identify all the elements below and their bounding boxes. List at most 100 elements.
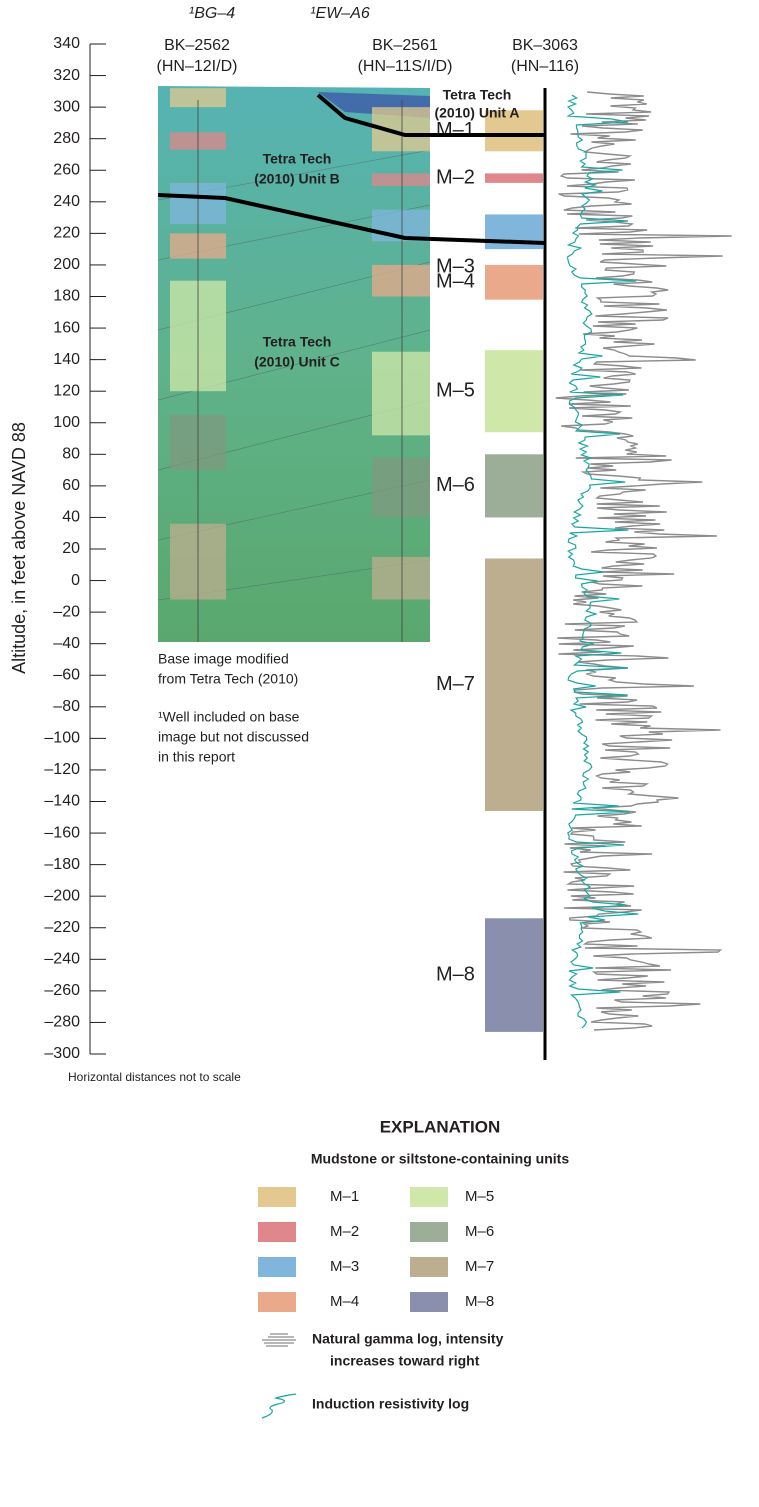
annotation: Base image modified (158, 651, 289, 667)
unit-box (485, 454, 543, 518)
annotation: from Tetra Tech (2010) (158, 671, 298, 687)
y-tick-label: 180 (53, 288, 80, 305)
well-id: (HN–11S/I/D) (358, 58, 453, 75)
unit-label: M–7 (436, 673, 475, 695)
unit-label: M–8 (436, 963, 475, 985)
y-tick-label: –200 (44, 887, 80, 904)
legend-swatch (258, 1187, 296, 1207)
y-tick-label: 120 (53, 382, 80, 399)
unit-label: M–5 (436, 379, 475, 401)
y-tick-label: –300 (44, 1045, 80, 1062)
legend-gamma-icon (262, 1333, 296, 1347)
legend-swatch (410, 1292, 448, 1312)
legend-label: M–2 (330, 1223, 359, 1240)
top-well: ¹BG–4 (189, 5, 235, 22)
y-tick-label: –20 (53, 603, 80, 620)
legend-label: M–6 (465, 1223, 494, 1240)
annotation: Tetra Tech (263, 151, 332, 167)
y-tick-label: –60 (53, 666, 80, 683)
y-tick-label: 200 (53, 256, 80, 273)
well-id: (HN–116) (511, 58, 579, 75)
legend-label: Induction resistivity log (312, 1396, 469, 1412)
y-tick-label: –260 (44, 982, 80, 999)
well-name: BK–2562 (164, 37, 230, 54)
legend-swatch (410, 1222, 448, 1242)
unit-label: M–3 (436, 255, 475, 277)
annotation: (2010) Unit B (254, 171, 340, 187)
y-tick-label: 60 (62, 477, 80, 494)
well-name: BK–2561 (372, 37, 438, 54)
unit-b-boundary (157, 193, 546, 245)
y-tick-label: 340 (53, 35, 80, 52)
unit-box (485, 918, 543, 1032)
gamma-log (555, 91, 732, 1031)
y-tick-label: –180 (44, 856, 80, 873)
unit-label: M–2 (436, 166, 475, 188)
unit-a-boundary (316, 93, 545, 137)
y-tick-label: 300 (53, 98, 80, 115)
y-tick-label: 80 (62, 446, 80, 463)
unit-box (485, 110, 543, 152)
legend-label: M–7 (465, 1258, 494, 1275)
y-tick-label: –100 (44, 730, 80, 747)
unit-label: M–4 (436, 271, 475, 293)
y-tick-label: 260 (53, 161, 80, 178)
y-tick-label: –240 (44, 951, 80, 968)
y-tick-label: 0 (71, 572, 80, 589)
well-name: BK–3063 (512, 37, 578, 54)
unit-label: M–1 (436, 119, 475, 141)
well-interval (372, 351, 430, 436)
y-tick-label: 100 (53, 414, 80, 431)
y-tick-label: 40 (62, 509, 80, 526)
section-background (158, 86, 430, 642)
annotation: ¹Well included on base (158, 709, 300, 725)
well-interval (372, 556, 430, 600)
legend-swatch (258, 1292, 296, 1312)
y-tick-label: –80 (53, 698, 80, 715)
y-tick-label: –40 (53, 635, 80, 652)
y-tick-label: –280 (44, 1014, 80, 1031)
y-tick-label: 20 (62, 540, 80, 557)
y-tick-label: –220 (44, 919, 80, 936)
y-tick-label: 320 (53, 67, 80, 84)
legend-label: M–4 (330, 1293, 359, 1310)
legend-swatch (258, 1222, 296, 1242)
annotation: Horizontal distances not to scale (68, 1070, 241, 1084)
legend-swatch (410, 1187, 448, 1207)
unit-box (485, 173, 543, 183)
well-interval (372, 173, 430, 187)
y-tick-label: 220 (53, 225, 80, 242)
legend-swatch (410, 1257, 448, 1277)
annotation: Tetra Tech (263, 334, 332, 350)
unit-box (485, 264, 543, 300)
unit-label: M–6 (436, 474, 475, 496)
annotation: (2010) Unit A (434, 105, 519, 121)
legend-resistivity-icon (261, 1393, 297, 1419)
legend-label: M–1 (330, 1188, 359, 1205)
legend-swatch (258, 1257, 296, 1277)
unit-box (485, 350, 543, 433)
y-tick-label: 240 (53, 193, 80, 210)
y-tick-label: 140 (53, 351, 80, 368)
legend-label: M–3 (330, 1258, 359, 1275)
y-tick-label: –140 (44, 793, 80, 810)
legend-subtitle: Mudstone or siltstone-containing units (311, 1151, 569, 1167)
top-well: ¹EW–A6 (310, 5, 370, 22)
well-id: (HN–12I/D) (157, 58, 238, 75)
resistivity-log (566, 94, 639, 1029)
well-interval (372, 264, 430, 297)
well-interval (372, 457, 430, 518)
y-axis-label: Altitude, in feet above NAVD 88 (9, 422, 29, 674)
legend-label: increases toward right (330, 1353, 480, 1369)
legend-label: M–8 (465, 1293, 494, 1310)
unit-box (485, 558, 543, 811)
y-tick-label: 280 (53, 130, 80, 147)
legend-label: Natural gamma log, intensity (312, 1331, 504, 1347)
annotation: (2010) Unit C (254, 354, 340, 370)
well-interval (170, 88, 226, 108)
y-tick-label: 160 (53, 319, 80, 336)
annotation: in this report (158, 749, 235, 765)
annotation: Tetra Tech (443, 87, 512, 103)
y-tick-label: –160 (44, 824, 80, 841)
